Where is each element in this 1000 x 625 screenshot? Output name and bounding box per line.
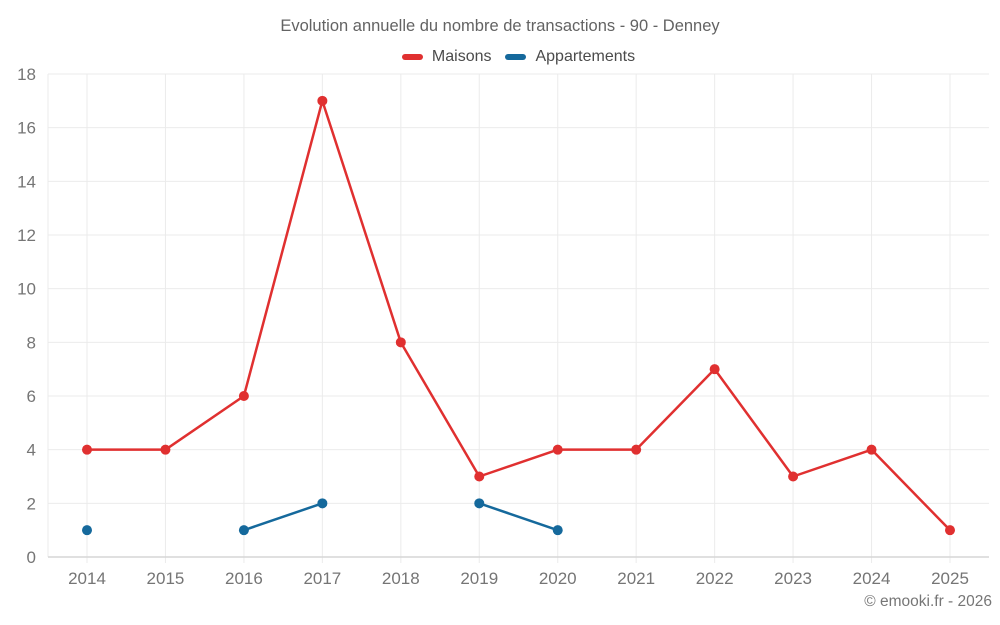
data-point-maisons-2024[interactable] — [866, 444, 877, 455]
x-axis-tick-label: 2020 — [539, 569, 577, 588]
series-line-appartements — [242, 502, 324, 532]
data-point-maisons-2016[interactable] — [238, 391, 249, 401]
chart-legend: Maisons Appartements — [48, 46, 989, 68]
legend-item-appartements[interactable]: Appartements — [505, 48, 635, 66]
data-point-maisons-2020[interactable] — [552, 444, 563, 455]
y-axis-tick-label: 0 — [27, 548, 36, 567]
data-point-appartements-2014[interactable] — [82, 525, 92, 536]
data-point-maisons-2015[interactable] — [160, 444, 171, 455]
x-axis-tick-label: 2017 — [303, 569, 341, 588]
y-axis-tick-label: 8 — [27, 333, 36, 352]
data-point-maisons-2017[interactable] — [317, 95, 328, 106]
data-point-maisons-2019[interactable] — [474, 471, 485, 482]
y-axis-tick-label: 4 — [27, 441, 36, 460]
data-point-appartements-2016[interactable] — [238, 525, 249, 536]
y-axis-tick-label: 10 — [17, 280, 36, 299]
series-line-appartements — [478, 502, 559, 532]
data-point-maisons-2018[interactable] — [395, 337, 406, 348]
y-axis-tick-label: 16 — [17, 119, 36, 138]
legend-swatch-maisons — [401, 54, 423, 60]
x-axis-tick-label: 2016 — [225, 569, 263, 588]
legend-label-appartements: Appartements — [535, 48, 636, 65]
data-point-maisons-2025[interactable] — [945, 525, 955, 536]
y-axis-tick-label: 14 — [17, 172, 36, 191]
x-axis-tick-label: 2023 — [774, 569, 812, 588]
x-axis-tick-label: 2015 — [147, 569, 185, 588]
data-point-maisons-2023[interactable] — [788, 471, 799, 482]
x-axis-tick-label: 2025 — [931, 569, 969, 588]
y-axis-tick-label: 12 — [17, 226, 36, 245]
x-axis-tick-label: 2022 — [696, 569, 734, 588]
chart-title: Evolution annuelle du nombre de transact… — [280, 17, 720, 35]
data-point-appartements-2020[interactable] — [552, 525, 563, 536]
data-point-maisons-2022[interactable] — [709, 364, 720, 375]
x-axis-tick-label: 2014 — [68, 569, 106, 588]
y-axis-tick-label: 18 — [17, 65, 36, 84]
x-axis-tick-label: 2024 — [853, 569, 891, 588]
x-axis-tick-label: 2018 — [382, 569, 420, 588]
data-point-appartements-2017[interactable] — [317, 498, 328, 509]
y-axis-tick-label: 6 — [27, 387, 36, 406]
x-axis-tick-label: 2019 — [460, 569, 498, 588]
data-point-maisons-2021[interactable] — [631, 444, 642, 455]
y-axis-tick-label: 2 — [27, 494, 36, 513]
series-line-maisons — [85, 99, 952, 532]
legend-swatch-appartements — [505, 54, 527, 60]
copyright-credit: © emooki.fr - 2026 — [864, 593, 992, 610]
legend-label-maisons: Maisons — [431, 48, 492, 65]
legend-item-maisons[interactable]: Maisons — [401, 48, 492, 66]
data-point-appartements-2019[interactable] — [474, 498, 485, 509]
data-point-maisons-2014[interactable] — [82, 444, 92, 455]
x-axis-tick-label: 2021 — [617, 569, 655, 588]
